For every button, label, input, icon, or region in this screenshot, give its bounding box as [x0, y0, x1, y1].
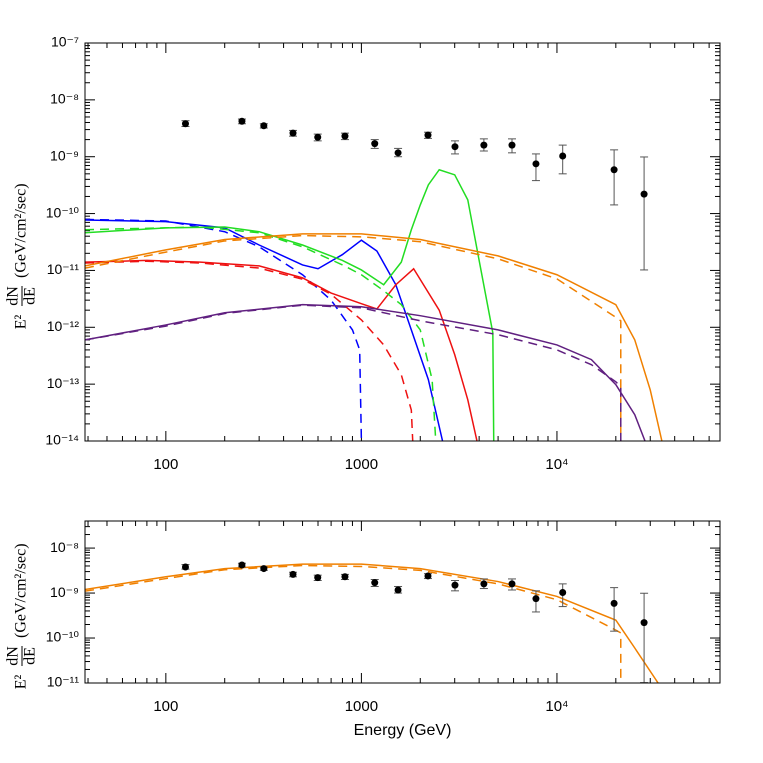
dashed-curve [85, 260, 414, 441]
data-point [289, 129, 297, 137]
panel: 100 1000 10⁴ 10⁻¹⁴ 10⁻¹³ 10⁻¹² 10⁻¹¹ 10⁻¹⁰ 10⁻⁹ 1… [5, 34, 721, 473]
y-label-units: (GeV/cm²/sec) [13, 183, 30, 278]
dashed-curve [85, 304, 622, 441]
dashed-curve [85, 226, 437, 441]
y-tick-label: 10⁻⁹ [50, 584, 79, 600]
data-point [559, 588, 567, 596]
data-point [260, 565, 268, 573]
data-point [394, 149, 402, 157]
x-tick-label: 1000 [345, 698, 378, 715]
data-point [640, 619, 648, 627]
y-tick-label: 10⁻⁸ [50, 539, 79, 555]
dashed-curve [85, 218, 363, 441]
dashed-curve [85, 564, 622, 683]
data-point [314, 574, 322, 582]
y-label-num: dN [5, 646, 22, 666]
plot-frame [84, 42, 721, 442]
data-point [371, 140, 379, 148]
x-axis-label: Energy (GeV) [354, 722, 452, 739]
y-tick-label: 10⁻⁸ [50, 91, 79, 107]
data-point [424, 572, 432, 580]
data-point [260, 122, 268, 130]
data-point [181, 120, 189, 128]
data-point [341, 573, 349, 581]
data-point [480, 141, 488, 149]
data-point [238, 561, 246, 569]
y-label-lhs: E² [13, 315, 30, 330]
x-tick-label: 1000 [345, 456, 378, 473]
curve [85, 168, 495, 441]
y-label-lhs: E² [13, 675, 30, 690]
y-label-den: dE [22, 287, 39, 305]
data-point [480, 580, 488, 588]
y-label-num: dN [5, 286, 22, 306]
y-tick-label: 10⁻⁷ [51, 34, 79, 50]
curve [85, 233, 663, 441]
data-point [532, 160, 540, 168]
data-point [640, 190, 648, 198]
y-tick-label: 10⁻¹⁴ [45, 432, 79, 448]
panel: 100 1000 10⁴ 10⁻¹¹ 10⁻¹⁰ 10⁻⁹ 10⁻⁸ E² dN dE (GeV/c… [5, 520, 721, 739]
data-point [238, 117, 246, 125]
x-tick-label: 100 [153, 698, 178, 715]
y-tick-label: 10⁻¹⁰ [46, 629, 80, 645]
data-point [424, 131, 432, 139]
curve [85, 303, 646, 441]
data-point [532, 595, 540, 603]
y-axis-label: E² dN dE (GeV/cm²/sec) [5, 183, 39, 329]
data-point [559, 152, 567, 160]
data-point [394, 586, 402, 594]
data-point [610, 599, 618, 607]
y-tick-label: 10⁻¹¹ [47, 674, 80, 690]
plot-frame [84, 520, 721, 684]
data-point [610, 166, 618, 174]
y-tick-label: 10⁻¹³ [47, 375, 80, 391]
data-point [451, 143, 459, 151]
curve [85, 219, 444, 441]
y-label-units: (GeV/cm²/sec) [13, 543, 30, 638]
y-tick-label: 10⁻¹⁰ [46, 204, 80, 220]
curve [85, 259, 478, 441]
y-tick-label: 10⁻¹¹ [47, 261, 80, 277]
data-point [289, 570, 297, 578]
data-point [314, 133, 322, 141]
x-tick-label: 10⁴ [545, 456, 568, 473]
data-point [371, 579, 379, 587]
data-point [508, 141, 516, 149]
data-point [508, 580, 516, 588]
curve [85, 563, 659, 683]
y-tick-label: 10⁻¹² [47, 318, 80, 334]
data-point [451, 581, 459, 589]
y-axis-label: E² dN dE (GeV/cm²/sec) [5, 543, 39, 689]
data-point [181, 563, 189, 571]
x-tick-label: 10⁴ [545, 698, 568, 715]
x-tick-label: 100 [153, 456, 178, 473]
y-label-den: dE [22, 647, 39, 665]
dashed-curve [85, 234, 622, 441]
y-tick-label: 10⁻⁹ [50, 147, 79, 163]
data-point [341, 132, 349, 140]
